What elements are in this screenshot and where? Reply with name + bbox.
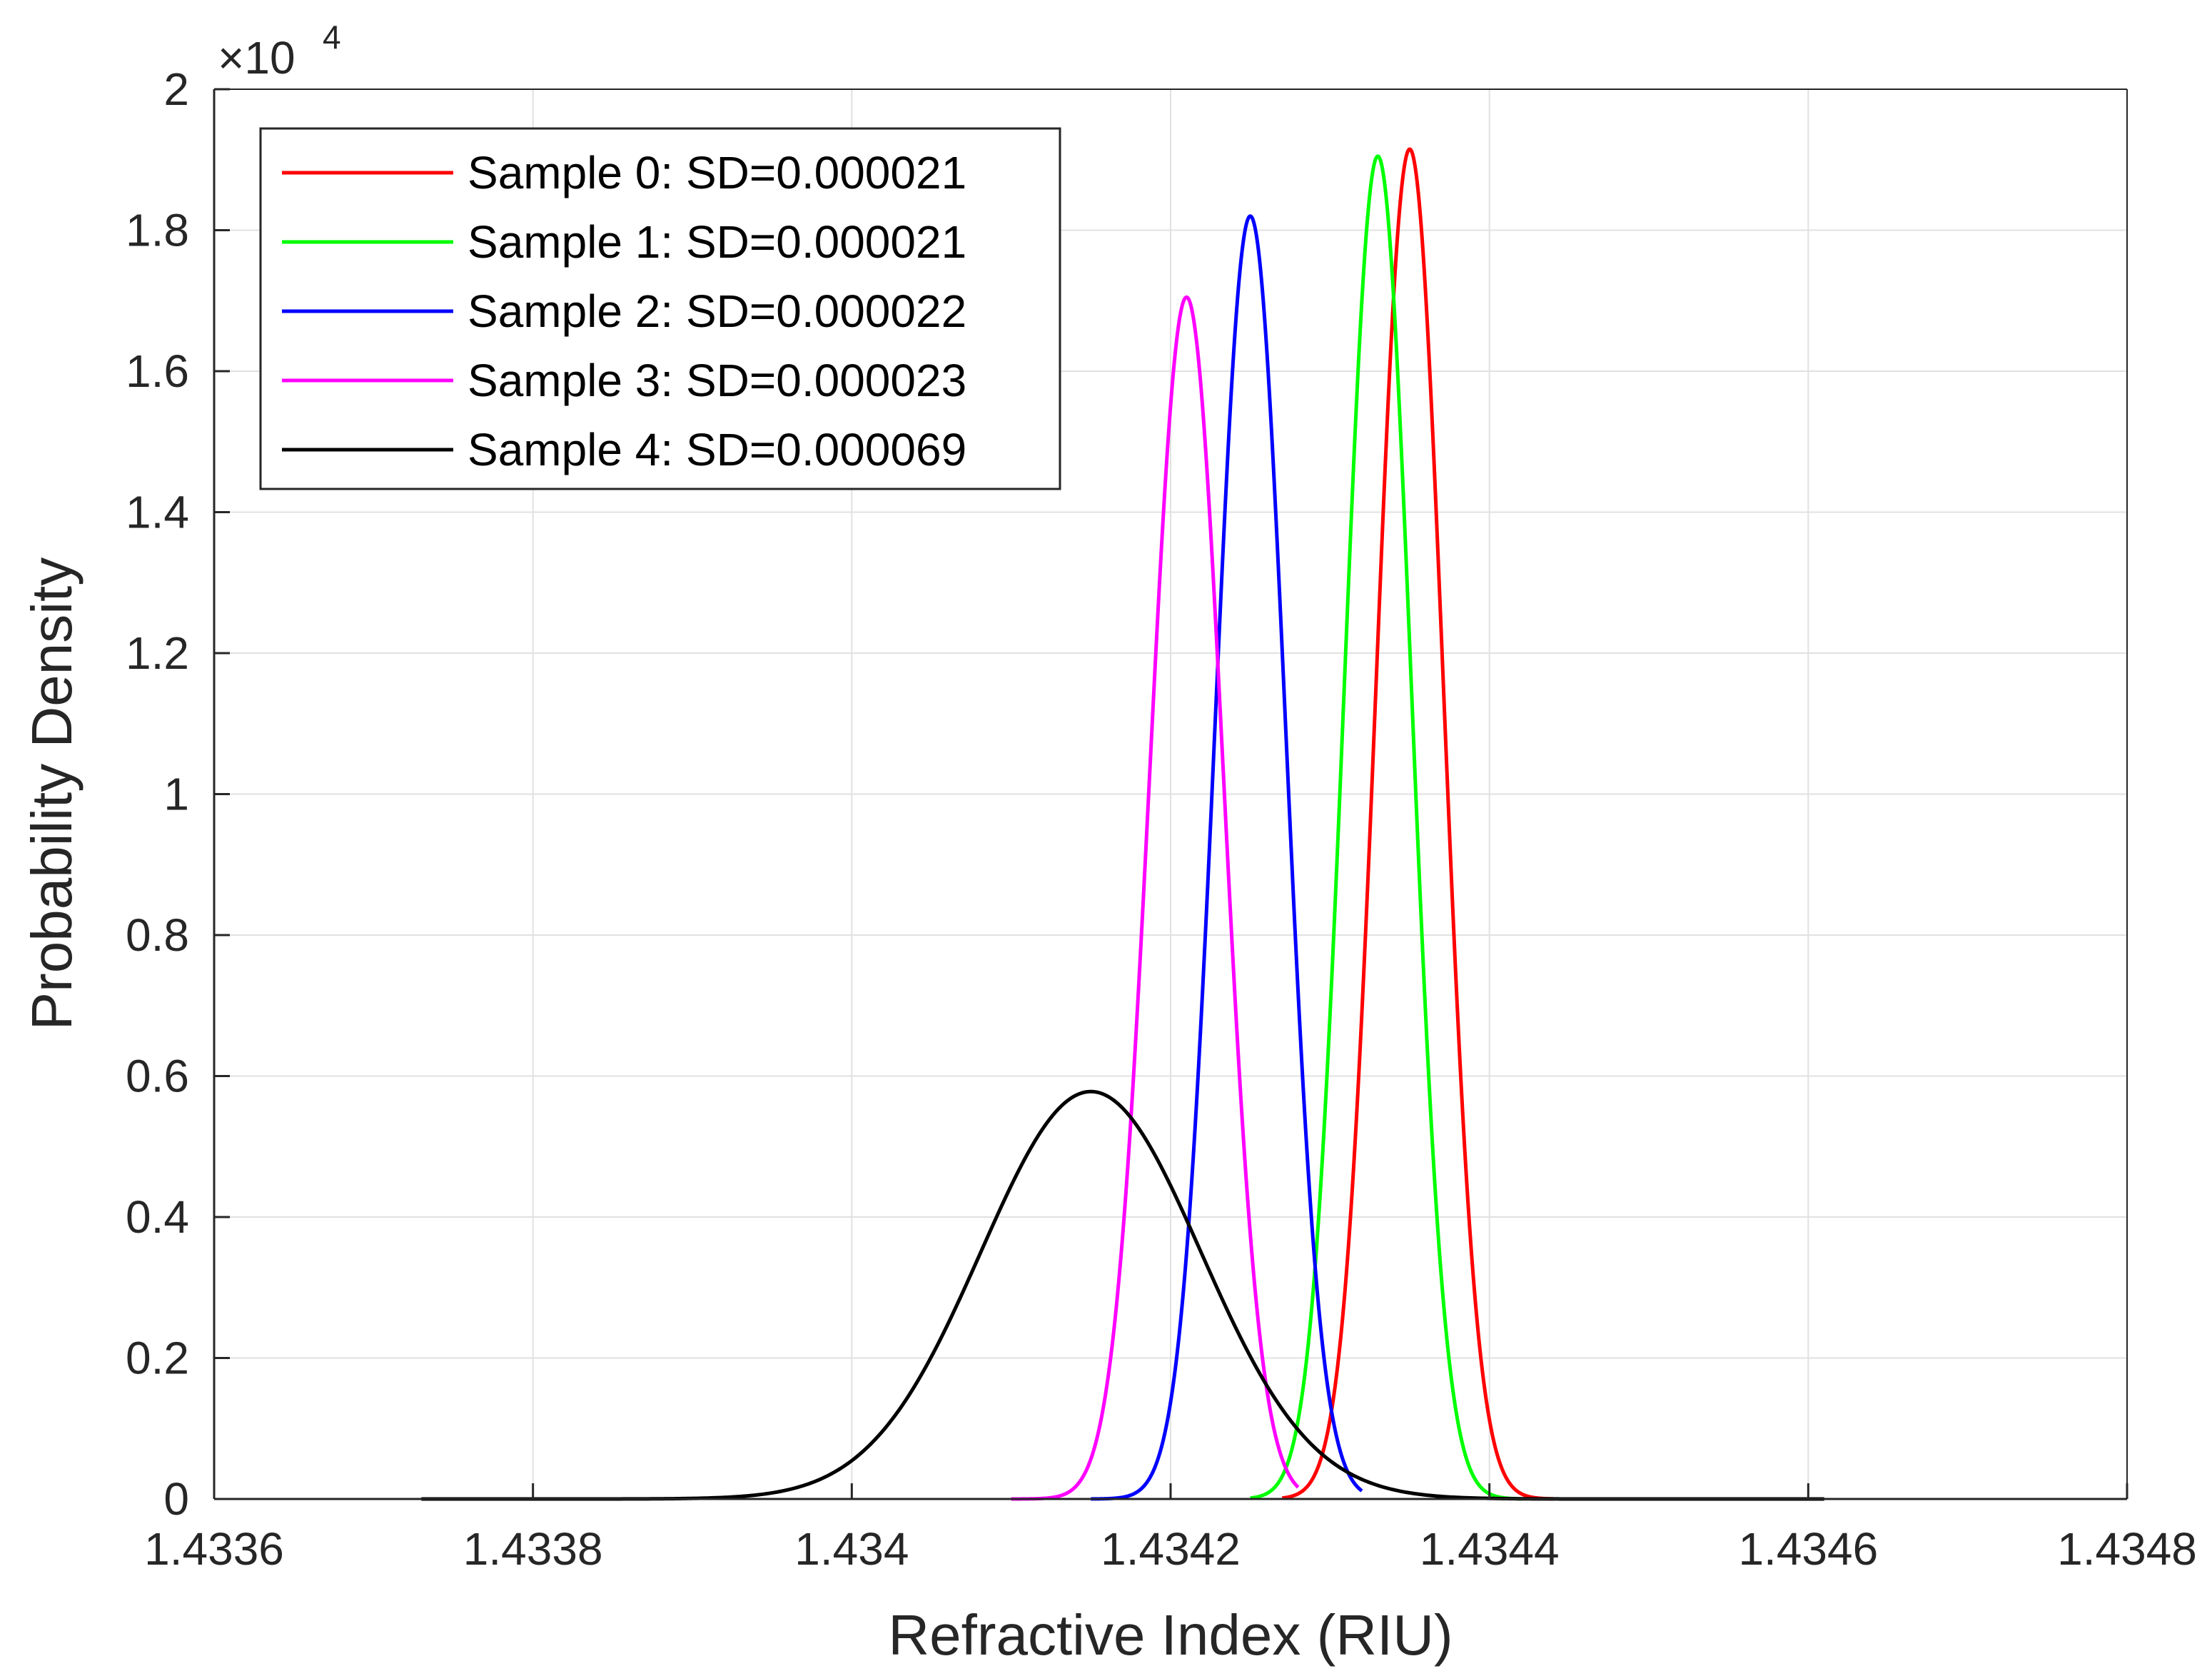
x-tick-label: 1.4338: [463, 1523, 603, 1575]
y-tick-label: 0.6: [126, 1051, 189, 1102]
legend: Sample 0: SD=0.000021 Sample 1: SD=0.0000…: [259, 127, 1061, 490]
x-tick-label: 1.4336: [144, 1523, 284, 1575]
legend-label-4: Sample 4: SD=0.000069: [468, 424, 966, 475]
x-tick-label: 1.4344: [1420, 1523, 1560, 1575]
legend-label-0: Sample 0: SD=0.000021: [468, 147, 966, 198]
legend-label-2: Sample 2: SD=0.000022: [468, 286, 966, 337]
y-tick-label: 0.4: [126, 1191, 189, 1243]
series-line-2: [1089, 214, 1363, 1501]
y-tick-label: 1: [163, 769, 189, 820]
x-axis-title: Refractive Index (RIU): [888, 1603, 1453, 1667]
series-line-0: [1281, 147, 1555, 1501]
x-tick-label: 1.4346: [1738, 1523, 1878, 1575]
y-tick-label: 0: [163, 1473, 189, 1525]
y-tick-label: 1.4: [126, 487, 189, 538]
y-tick-label: 1.6: [126, 345, 189, 397]
y-tick-label: 0.2: [126, 1333, 189, 1384]
x-tick-label: 1.4342: [1101, 1523, 1241, 1575]
x-tick-label: 1.434: [794, 1523, 909, 1575]
legend-label-3: Sample 3: SD=0.000023: [468, 355, 966, 406]
y-exponent-label: ×10 4: [218, 19, 341, 84]
y-axis-title: Probability Density: [20, 557, 84, 1031]
y-tick-label: 1.2: [126, 627, 189, 679]
legend-box: [259, 127, 1061, 490]
axes: [213, 88, 2128, 1500]
x-tick-labels: 1.4336 1.4338 1.434 1.4342 1.4344 1.4346 1.434…: [144, 1523, 2197, 1575]
x-tick-label: 1.4348: [2057, 1523, 2197, 1575]
legend-label-1: Sample 1: SD=0.000021: [468, 216, 966, 268]
y-tick-label: 1.8: [126, 205, 189, 256]
y-tick-label: 2: [163, 64, 189, 115]
series-line-1: [1248, 154, 1523, 1501]
y-tick-labels: 0 0.2 0.4 0.6 0.8 1 1.2 1.4 1.6 1.8 2: [126, 64, 189, 1525]
series-line-3: [1009, 295, 1300, 1501]
y-tick-label: 0.8: [126, 909, 189, 961]
exponent-base: ×10: [218, 32, 296, 84]
exponent-power: 4: [323, 19, 341, 56]
